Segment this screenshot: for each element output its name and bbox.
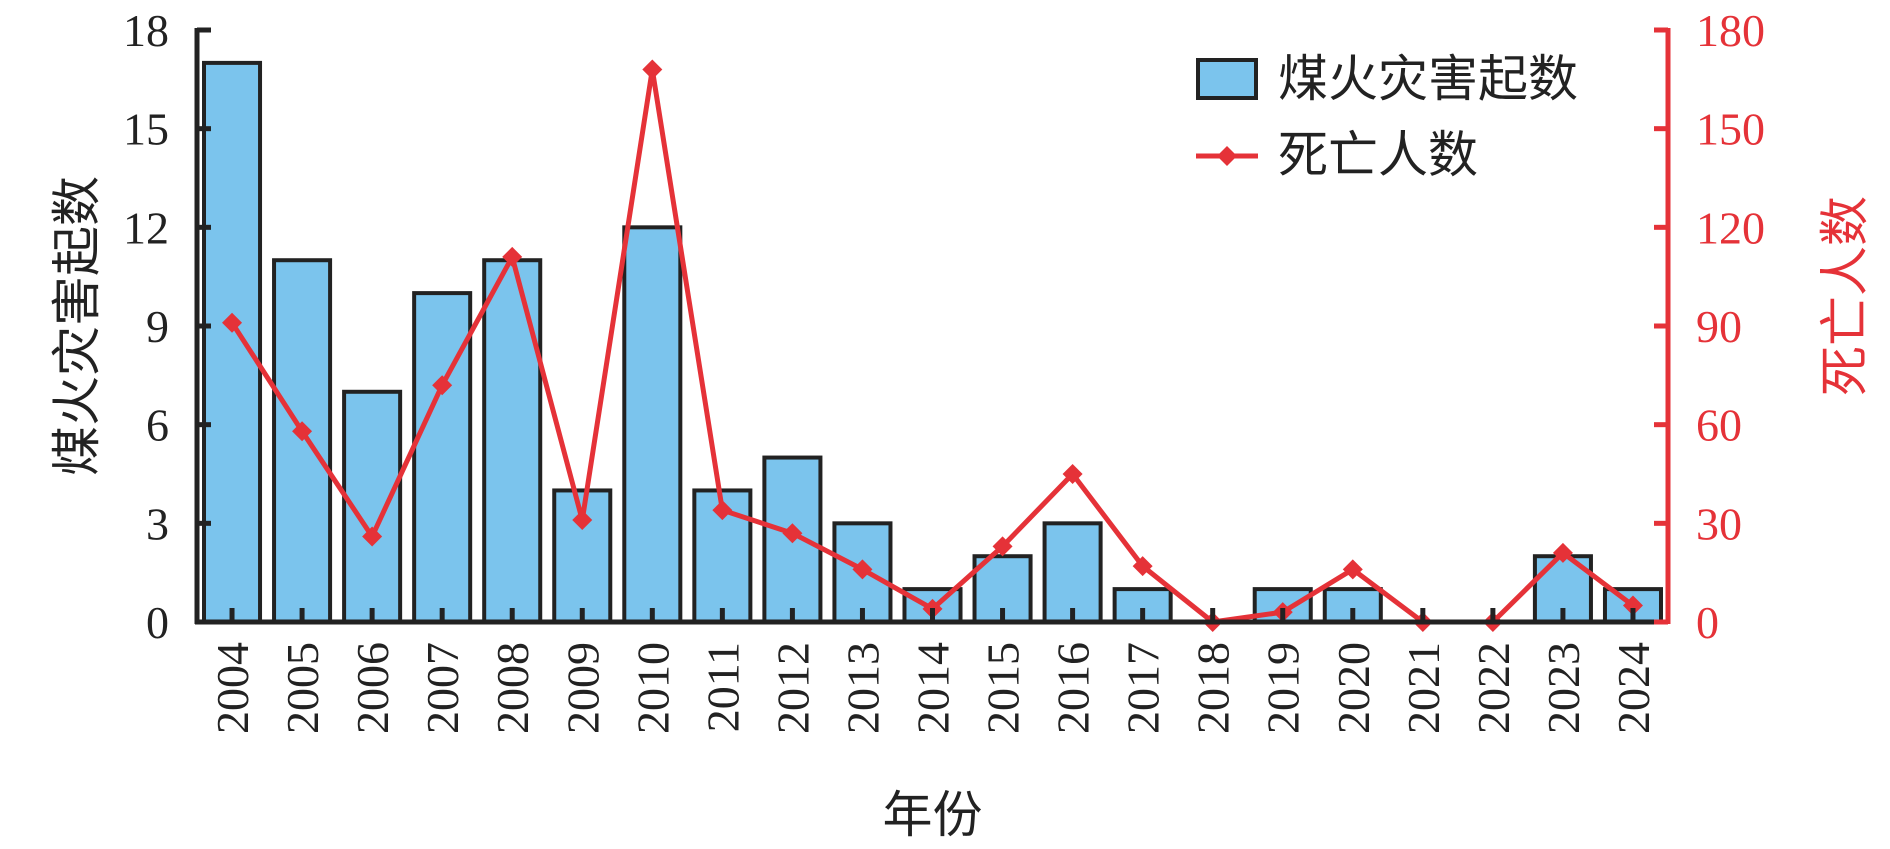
x-tick-label: 2023: [1538, 642, 1589, 734]
y-right-tick-label: 0: [1696, 597, 1719, 648]
x-tick-label: 2013: [837, 642, 888, 734]
line-point-2023: [1552, 542, 1573, 563]
line-point-2016: [1062, 464, 1083, 484]
x-tick-label: 2016: [1048, 642, 1099, 734]
line-point-2005: [292, 421, 313, 442]
y-left-tick-label: 18: [123, 5, 169, 56]
x-tick-label: 2010: [627, 642, 678, 734]
legend-bar-label: 煤火灾害起数: [1278, 50, 1578, 108]
x-tick-label: 2007: [417, 642, 468, 734]
x-tick-label: 2022: [1468, 642, 1519, 734]
y-axis-right-title: 死亡人数: [1816, 196, 1874, 396]
x-tick-label: 2014: [908, 642, 959, 734]
x-tick-label: 2005: [277, 642, 328, 734]
y-left-tick-label: 12: [123, 202, 169, 253]
x-tick-label: 2019: [1258, 642, 1309, 734]
x-tick-label: 2021: [1398, 642, 1449, 734]
x-tick-label: 2006: [347, 642, 398, 734]
line-point-2011: [712, 500, 733, 521]
bar-2008: [482, 258, 543, 624]
line-point-2017: [1132, 556, 1153, 577]
axes: [194, 27, 1671, 625]
line-point-2020: [1342, 559, 1363, 580]
bar-2010: [622, 225, 683, 624]
line-point-2024: [1622, 595, 1643, 616]
y-right-tick-label: 90: [1696, 301, 1742, 352]
y-right-tick-label: 60: [1696, 400, 1742, 451]
x-axis-title: 年份: [883, 786, 983, 844]
line-point-2006: [362, 526, 383, 547]
y-left-tick-label: 15: [123, 104, 169, 155]
y-left-tick-label: 3: [146, 498, 169, 549]
y-right-tick-label: 150: [1696, 104, 1765, 155]
legend-line-marker: [1217, 146, 1237, 166]
y-left-tick-label: 9: [146, 301, 169, 352]
legend: 煤火灾害起数 死亡人数: [1196, 50, 1578, 184]
y-right-tick-label: 180: [1696, 5, 1765, 56]
y-left-tick-label: 6: [146, 400, 169, 451]
x-tick-label: 2020: [1328, 642, 1379, 734]
x-tick-label: 2015: [978, 642, 1029, 734]
line-point-2004: [222, 312, 243, 333]
line-point-2013: [852, 559, 873, 580]
bar-2007: [412, 291, 473, 624]
line-point-2009: [572, 510, 593, 531]
line-point-2012: [782, 523, 803, 544]
x-tick-label: 2011: [697, 642, 748, 732]
y-axis-left-title: 煤火灾害起数: [48, 176, 106, 476]
line-point-2010: [642, 59, 663, 80]
line-point-2015: [992, 536, 1013, 557]
line-point-2008: [502, 246, 523, 267]
bar-2004: [202, 60, 263, 624]
y-right-tick-label: 30: [1696, 498, 1742, 549]
line-point-2007: [432, 375, 453, 396]
y-left-tick-label: 0: [146, 597, 169, 648]
x-tick-label: 2008: [487, 642, 538, 734]
legend-line-label: 死亡人数: [1278, 126, 1478, 184]
x-tick-label: 2024: [1608, 642, 1659, 734]
x-tick-label: 2009: [557, 642, 608, 734]
bar-2016: [1042, 521, 1103, 624]
y-right-tick-label: 120: [1696, 202, 1765, 253]
x-tick-label: 2004: [207, 642, 258, 734]
x-tick-label: 2012: [767, 642, 818, 734]
legend-bar-swatch: [1196, 58, 1258, 100]
x-tick-label: 2017: [1118, 642, 1169, 734]
x-tick-label: 2018: [1188, 642, 1239, 734]
